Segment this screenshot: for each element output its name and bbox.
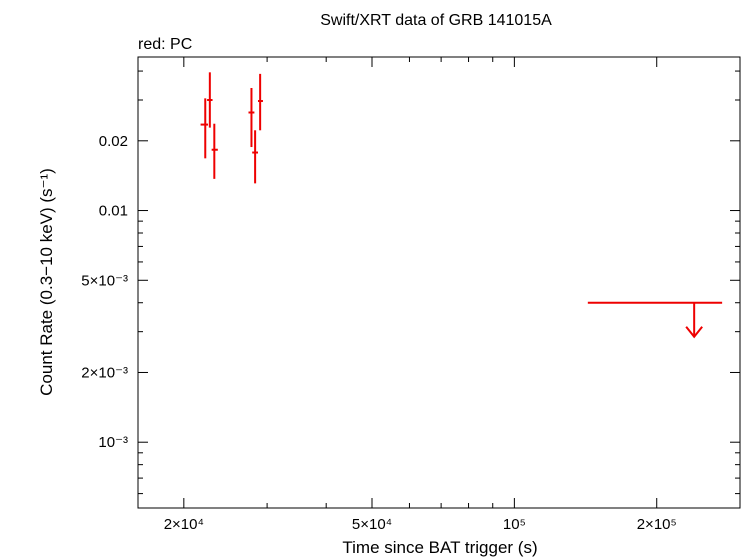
- data-point: [248, 88, 255, 148]
- x-axis-label: Time since BAT trigger (s): [342, 538, 537, 557]
- y-tick-label: 0.02: [99, 133, 128, 150]
- data-marks: [200, 72, 723, 339]
- data-point: [211, 123, 218, 179]
- x-tick-label: 2×10⁵: [637, 516, 677, 533]
- y-tick-label: 2×10⁻³: [81, 364, 128, 381]
- data-point: [258, 73, 263, 131]
- x-tick-label: 5×10⁴: [352, 516, 392, 533]
- axis-ticks: [138, 57, 741, 508]
- upper-limit-arrow-head: [685, 326, 703, 339]
- plot-frame: [137, 56, 741, 509]
- y-tick-label: 0.01: [99, 203, 128, 220]
- y-tick-label: 10⁻³: [98, 434, 128, 451]
- chart-title: Swift/XRT data of GRB 141015A: [320, 12, 552, 29]
- tick-labels: 2×10⁴ 5×10⁴ 10⁵ 2×10⁵ 0.02 0.01 5×10⁻³ 2×10⁻³ 10…: [81, 133, 676, 533]
- data-point: [252, 130, 259, 184]
- y-tick-label: 5×10⁻³: [81, 272, 128, 289]
- x-tick-label: 2×10⁴: [164, 516, 204, 533]
- data-point: [200, 98, 209, 159]
- x-tick-label: 10⁵: [503, 516, 526, 533]
- chart-subtitle: red: PC: [138, 36, 192, 53]
- y-axis-label: Count Rate (0.3−10 keV) (s⁻¹): [37, 168, 56, 396]
- data-point: [207, 72, 213, 128]
- upper-limit: [587, 301, 723, 339]
